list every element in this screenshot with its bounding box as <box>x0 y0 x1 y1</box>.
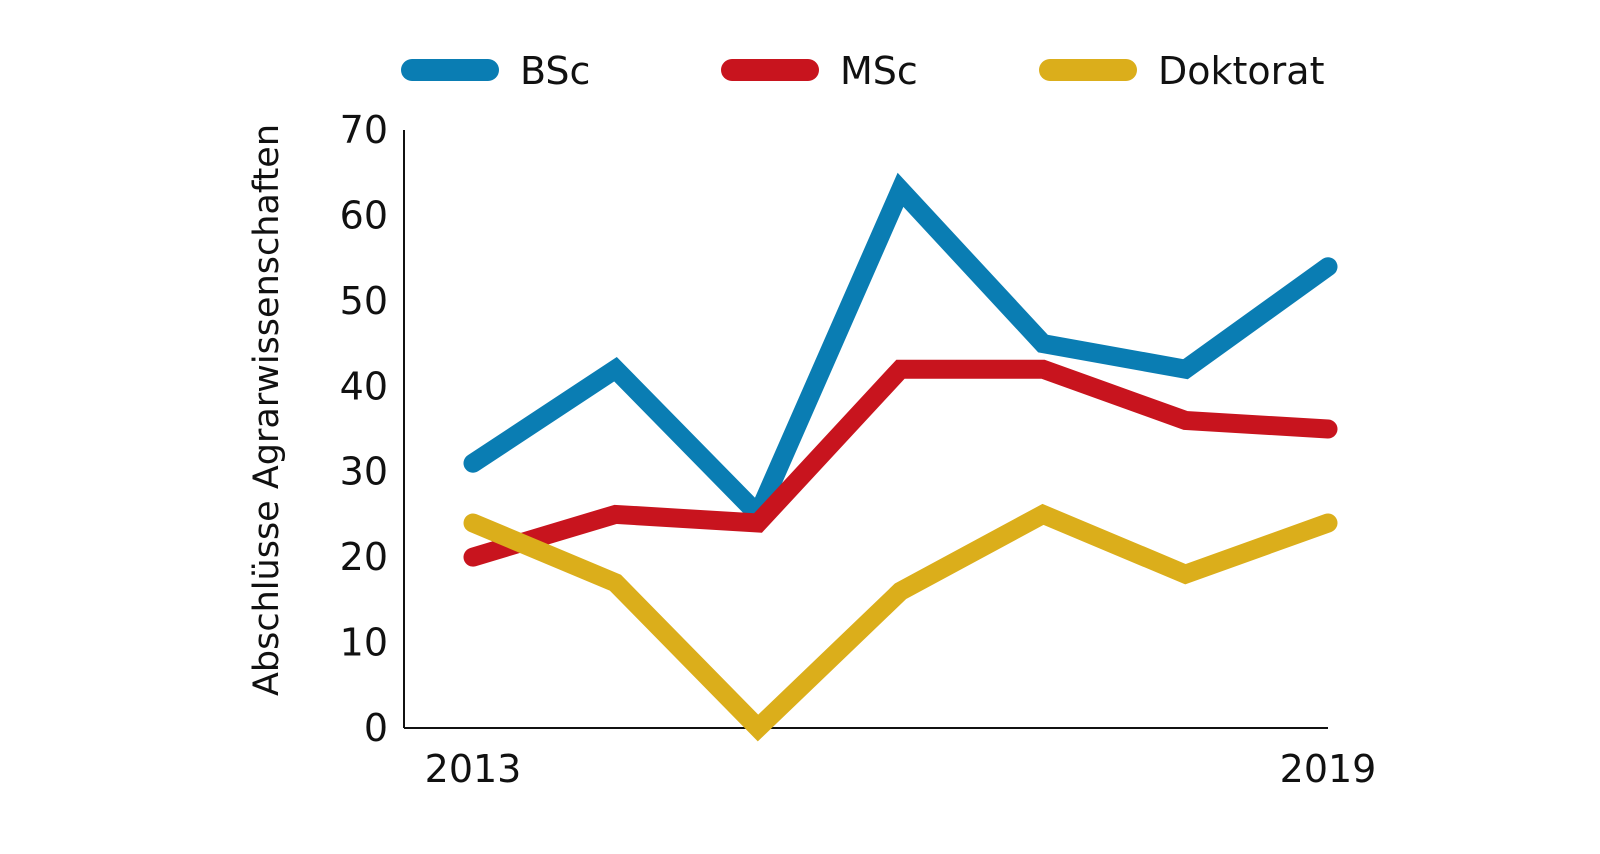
y-tick-label: 30 <box>340 450 388 494</box>
x-tick-label: 2013 <box>425 747 522 791</box>
legend-label-bsc: BSc <box>520 49 590 93</box>
x-tick-labels: 2013 2019 <box>425 747 1377 791</box>
axes <box>403 130 1328 729</box>
y-tick-label: 10 <box>340 621 388 665</box>
series-lines <box>463 172 1338 742</box>
y-tick-label: 60 <box>340 193 388 237</box>
y-axis-title: Abschlüsse Agrarwissenschaften <box>247 124 287 696</box>
legend-label-doktorat: Doktorat <box>1158 49 1324 93</box>
legend-label-msc: MSc <box>840 49 918 93</box>
y-tick-label: 40 <box>340 364 388 408</box>
legend: BSc MSc Doktorat <box>401 49 1324 93</box>
y-tick-label: 70 <box>340 108 388 152</box>
series-line-msc <box>463 359 1338 567</box>
y-tick-label: 0 <box>364 706 388 750</box>
y-tick-labels: 0 10 20 30 40 50 60 70 <box>340 108 388 750</box>
x-tick-label: 2019 <box>1280 747 1377 791</box>
series-line-doktorat <box>463 503 1338 742</box>
y-tick-label: 20 <box>340 535 388 579</box>
series-line-bsc <box>463 172 1338 532</box>
y-tick-label: 50 <box>340 279 388 323</box>
